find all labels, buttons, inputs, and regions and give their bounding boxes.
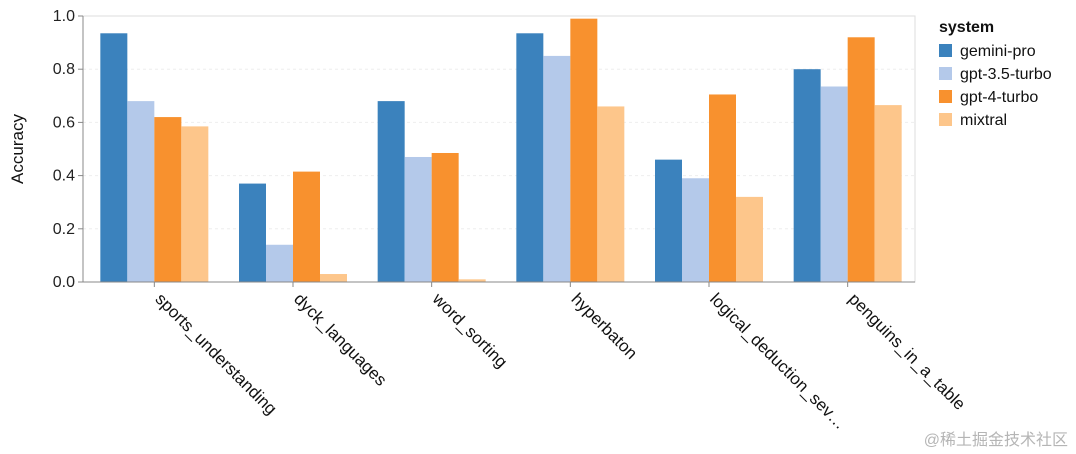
bar-gpt-3.5-turbo-dyck_languages [266, 244, 293, 282]
bar-gemini-pro-dyck_languages [239, 183, 266, 282]
bar-gpt-3.5-turbo-hyperbaton [543, 55, 571, 283]
bar-mixtral-hyperbaton [597, 106, 625, 282]
legend-swatch-gpt-3.5-turbo [939, 67, 952, 80]
x-tick-label: hyperbaton [568, 289, 642, 363]
y-tick-label: 1.0 [53, 8, 75, 25]
bar-gpt-4-turbo-penguins_in_a_table [847, 37, 875, 282]
x-tick-label: penguins_in_a_table [845, 289, 969, 413]
bar-gpt-4-turbo-logical_deduction_sev… [709, 94, 736, 282]
legend-label: mixtral [960, 112, 1007, 129]
bar-gemini-pro-logical_deduction_sev… [655, 159, 682, 282]
bar-gpt-4-turbo-hyperbaton [570, 18, 598, 282]
bar-mixtral-word_sorting [458, 279, 486, 282]
bar-gemini-pro-hyperbaton [516, 33, 544, 282]
bar-gemini-pro-sports_understanding [100, 33, 128, 282]
bar-gpt-3.5-turbo-logical_deduction_sev… [682, 178, 709, 282]
bar-gpt-4-turbo-dyck_languages [293, 171, 320, 282]
y-axis-title: Accuracy [8, 114, 27, 184]
y-tick-label: 0.4 [53, 168, 75, 185]
bar-gemini-pro-word_sorting [377, 101, 405, 283]
bar-gpt-3.5-turbo-word_sorting [404, 156, 432, 282]
bar-gemini-pro-penguins_in_a_table [793, 69, 821, 282]
legend-swatch-gpt-4-turbo [939, 90, 952, 103]
legend-title: system [939, 19, 994, 36]
bar-gpt-4-turbo-sports_understanding [154, 117, 182, 282]
bar-mixtral-dyck_languages [320, 274, 347, 282]
bar-mixtral-penguins_in_a_table [874, 105, 902, 282]
x-tick-label: sports_understanding [152, 289, 281, 418]
legend-label: gpt-4-turbo [960, 89, 1038, 106]
y-tick-label: 0.6 [53, 114, 75, 131]
x-tick-label: dyck_languages [290, 289, 390, 389]
legend-swatch-mixtral [939, 113, 952, 126]
legend-label: gemini-pro [960, 43, 1036, 60]
bar-gpt-4-turbo-word_sorting [431, 152, 459, 282]
legend-swatch-gemini-pro [939, 44, 952, 57]
x-tick-label: word_sorting [428, 289, 511, 372]
watermark: @稀土掘金技术社区 [924, 431, 1068, 449]
x-tick-label: logical_deduction_sev… [706, 289, 850, 433]
bars [100, 18, 902, 283]
bar-mixtral-sports_understanding [181, 126, 209, 282]
legend: system gemini-pro gpt-3.5-turbo gpt-4-turb… [939, 19, 1052, 129]
y-tick-label: 0.0 [53, 274, 75, 291]
legend-label: gpt-3.5-turbo [960, 66, 1052, 83]
bar-gpt-3.5-turbo-sports_understanding [127, 101, 155, 283]
bar-gpt-3.5-turbo-penguins_in_a_table [820, 86, 848, 283]
y-tick-label: 0.8 [53, 61, 75, 78]
y-tick-label: 0.2 [53, 221, 75, 238]
bar-mixtral-logical_deduction_sev… [736, 196, 763, 282]
